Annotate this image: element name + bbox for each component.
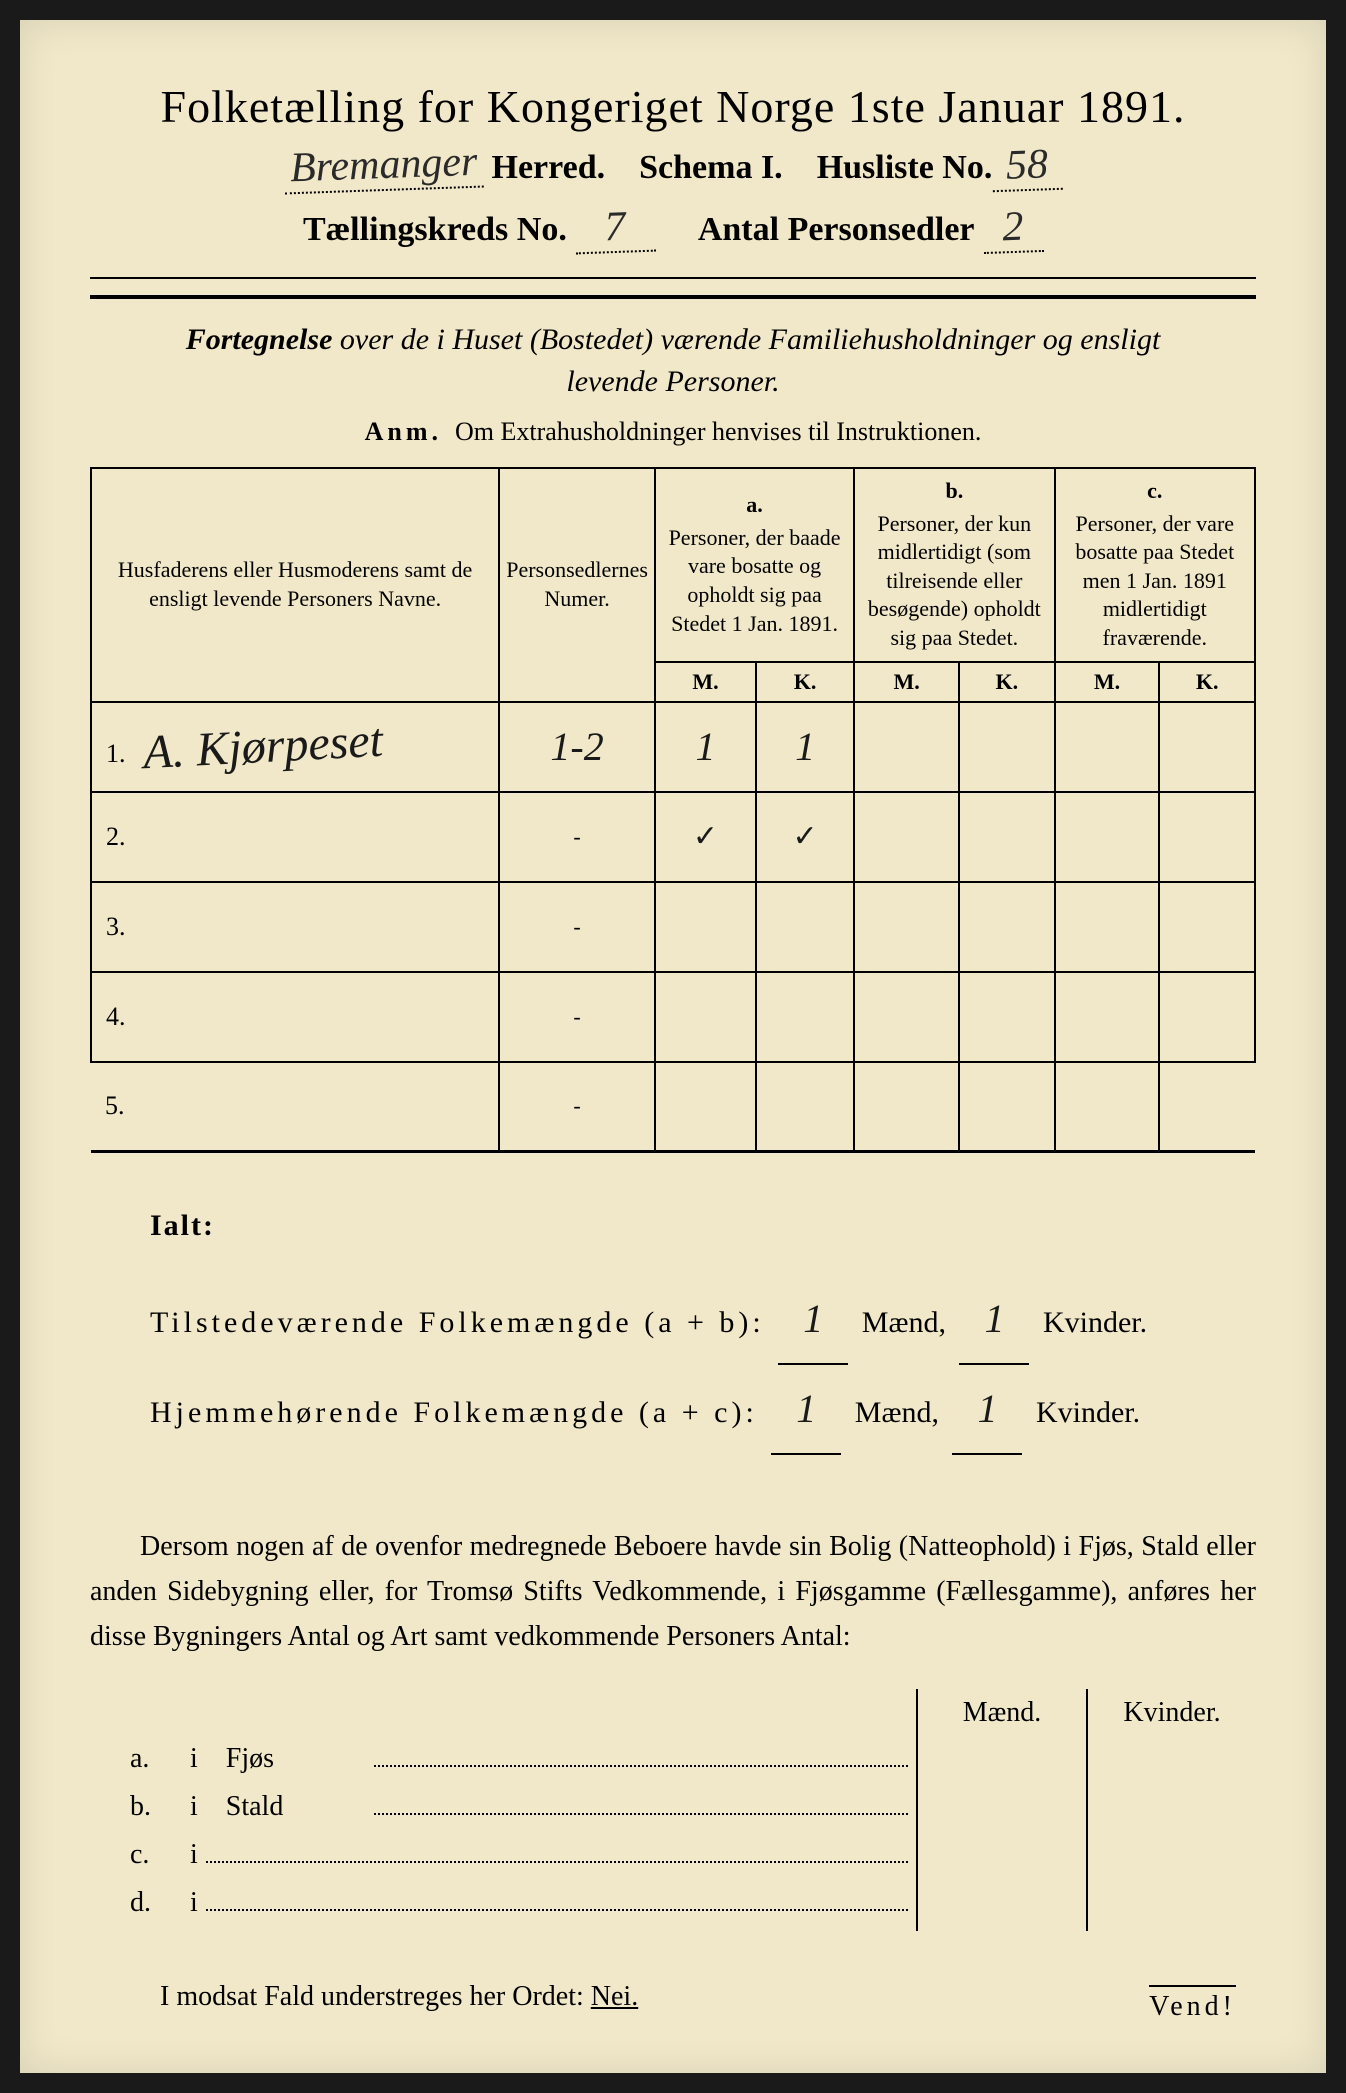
kreds-label: Tællingskreds No. [303,211,567,248]
subtitle: Fortegnelse over de i Huset (Bostedet) v… [90,319,1256,403]
outbuilding-section: a. i Fjøs b. i Stald c. i d. i [90,1689,1256,1931]
anm-label: Anm. [365,417,442,446]
anm-note: Anm. Om Extrahusholdninger henvises til … [90,417,1256,447]
outbuilding-row: d. i [130,1883,916,1919]
maend-col: Mænd. [918,1689,1088,1931]
kreds-no: 7 [574,202,656,255]
mk-columns: Mænd. Kvinder. [916,1689,1256,1931]
subtitle-rest: over de i Huset (Bostedet) værende Famil… [332,323,1160,356]
outbuilding-row: a. i Fjøs [130,1739,916,1775]
total-present: Tilstedeværende Folkemængde (a + b): 1 M… [150,1275,1256,1365]
vend-label: Vend! [1149,1985,1236,2023]
table-body: 1. A. Kjørpeset 1-2 1 1 2. - ✓ ✓ 3. - [91,702,1255,1152]
b-k: K. [959,662,1054,702]
a-m: M. [655,662,756,702]
c-k: K. [1159,662,1255,702]
nei-word: Nei. [591,1981,638,2012]
herred-handwritten: Bremanger [283,138,484,195]
col-header-name: Husfaderens eller Husmoderens samt de en… [91,468,499,702]
outbuilding-row: c. i [130,1835,916,1871]
census-table: Husfaderens eller Husmoderens samt de en… [90,467,1256,1153]
header-line-2: Bremanger Herred. Schema I. Husliste No.… [90,141,1256,191]
schema-label: Schema I. [639,149,783,186]
thick-rule [90,295,1256,299]
a-k: K. [756,662,854,702]
total-resident: Hjemmehørende Folkemængde (a + c): 1 Mæn… [150,1365,1256,1455]
col-header-numer: Personsedlernes Numer. [499,468,655,702]
table-row: 4. - [91,972,1255,1062]
husliste-label: Husliste No. [817,149,993,186]
outbuilding-paragraph: Dersom nogen af de ovenfor medregnede Be… [90,1525,1256,1659]
table-row: 2. - ✓ ✓ [91,792,1255,882]
subtitle-line2: levende Personer. [566,365,779,398]
ialt-label: Ialt: [150,1193,1256,1259]
b-m: M. [854,662,959,702]
herred-label: Herred. [492,149,606,186]
col-header-c: c. Personer, der vare bosatte paa Stedet… [1055,468,1255,662]
table-header-row: Husfaderens eller Husmoderens samt de en… [91,468,1255,662]
table-row: 5. - [91,1062,1255,1152]
header-line-3: Tællingskreds No. 7 Antal Personsedler 2 [90,203,1256,253]
census-form-page: Folketælling for Kongeriget Norge 1ste J… [20,20,1326,2073]
col-header-a: a. Personer, der baade vare bosatte og o… [655,468,854,662]
rule-divider [90,277,1256,279]
totals-section: Ialt: Tilstedeværende Folkemængde (a + b… [90,1193,1256,1455]
table-row: 3. - [91,882,1255,972]
personsedler-label: Antal Personsedler [698,211,975,248]
personsedler-no: 2 [982,202,1044,254]
kvinder-col: Kvinder. [1088,1689,1256,1931]
subtitle-prefix: Fortegnelse [186,323,333,356]
outbuilding-list: a. i Fjøs b. i Stald c. i d. i [90,1689,916,1931]
husliste-no: 58 [992,140,1064,192]
anm-text: Om Extrahusholdninger henvises til Instr… [455,417,981,446]
main-title: Folketælling for Kongeriget Norge 1ste J… [90,80,1256,133]
table-row: 1. A. Kjørpeset 1-2 1 1 [91,702,1255,792]
final-line: I modsat Fald understreges her Ordet: Ne… [90,1981,1256,2013]
col-header-b: b. Personer, der kun midlertidigt (som t… [854,468,1054,662]
outbuilding-row: b. i Stald [130,1787,916,1823]
c-m: M. [1055,662,1160,702]
